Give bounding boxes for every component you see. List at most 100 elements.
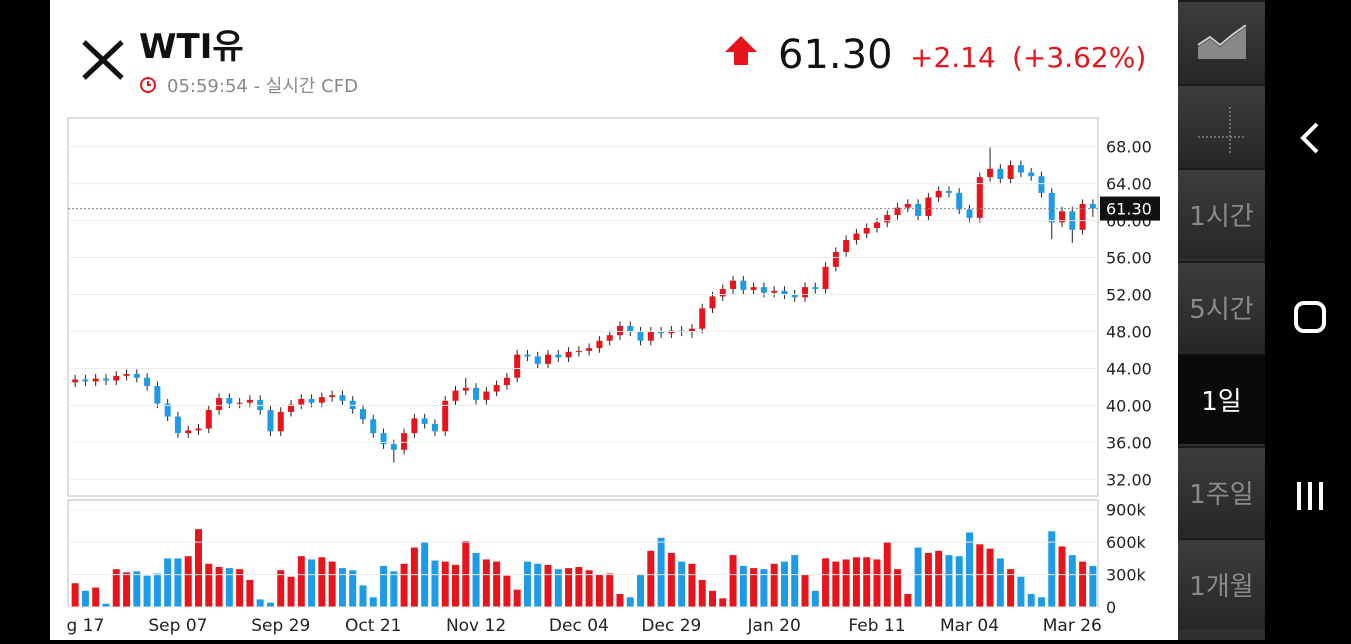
candle-body [545, 354, 552, 364]
y-tick-label: 36.00 [1106, 433, 1152, 452]
candle-body [1007, 165, 1014, 179]
timeframe-button[interactable]: 1주일 [1178, 445, 1265, 537]
volume-bar [256, 599, 264, 607]
volume-bar [780, 561, 788, 607]
timeframe-button[interactable]: 1일 [1178, 353, 1265, 444]
y-tick-label: 48.00 [1106, 322, 1152, 341]
candle-body [740, 280, 747, 290]
timeframe-button[interactable]: 5시간 [1178, 260, 1265, 352]
candle-body [359, 409, 366, 420]
volume-bar [811, 590, 819, 607]
home-button[interactable] [1294, 301, 1326, 333]
candle-body [123, 374, 130, 376]
candle-body [318, 397, 325, 403]
side-menu: 1시간 5시간 1일 1주일 1개월 [1178, 0, 1265, 640]
volume-bar [801, 574, 809, 607]
candle-body [637, 331, 644, 341]
x-tick-label: Mar 26 [1043, 616, 1102, 636]
volume-bar [1007, 569, 1015, 607]
volume-bar [565, 568, 573, 607]
volume-bar [842, 559, 850, 607]
y-tick-label: 68.00 [1106, 138, 1152, 157]
chart: WTI유 05:59:54 - 실시간 CFD 61.30 +2.14 (+3.… [67, 27, 1160, 636]
volume-bar [945, 555, 953, 607]
y-tick-label: 300k [1106, 566, 1147, 585]
volume-bar [791, 555, 799, 607]
volume-bar [287, 576, 295, 607]
close-icon[interactable] [82, 40, 124, 80]
volume-bar [308, 559, 316, 607]
candle-body [236, 402, 243, 404]
candle-body [1079, 203, 1086, 230]
candle-body [832, 252, 839, 267]
volume-bar [1079, 561, 1087, 607]
candle-body [1089, 203, 1096, 209]
candle-body [473, 387, 480, 400]
candle-body [596, 340, 603, 349]
volume-bar [472, 552, 480, 607]
candle-body [267, 410, 274, 432]
volume-bar [1017, 576, 1025, 607]
crosshair-button[interactable] [1178, 84, 1265, 168]
volume-bar [719, 598, 727, 607]
candle-body [884, 215, 891, 223]
volume-bar [102, 603, 110, 607]
candle-body [997, 168, 1004, 179]
chart-icon [1196, 25, 1247, 59]
candle-body [462, 387, 469, 391]
candle-body [616, 325, 623, 336]
volume-bar [739, 565, 747, 607]
volume-bar [338, 568, 346, 607]
volume-bar [678, 561, 686, 607]
candle-body [966, 209, 973, 218]
back-button[interactable] [1300, 122, 1319, 154]
candle-body [288, 404, 295, 412]
candle-body [709, 296, 716, 309]
candle-body [873, 222, 880, 228]
volume-bar [390, 571, 398, 607]
up-arrow [725, 36, 757, 65]
volume-bar [986, 548, 994, 607]
volume-bar [236, 569, 244, 607]
volume-bar [523, 561, 531, 607]
candle-body [863, 227, 870, 234]
candle-body [390, 444, 397, 450]
candle-body [226, 398, 233, 404]
volume-bar [431, 560, 439, 607]
chart-panel [50, 0, 1178, 640]
volume-bar [873, 559, 881, 607]
candle-body [760, 287, 767, 293]
volume-bar [637, 574, 645, 607]
candle-body [431, 423, 438, 432]
nav-bar [1265, 0, 1351, 640]
x-tick-label: Dec 04 [549, 616, 609, 636]
volume-bar [935, 550, 943, 607]
timeframe-button[interactable]: 1시간 [1178, 168, 1265, 259]
volume-bar [770, 563, 778, 607]
candle-body [72, 379, 79, 383]
candle-body [401, 433, 408, 450]
title: WTI유 [139, 27, 244, 67]
volume-bar [410, 547, 418, 607]
candle-body [298, 398, 305, 405]
volume-bar [595, 574, 603, 607]
crosshair-icon [1197, 107, 1246, 155]
volume-bar [153, 573, 161, 607]
candle-body [904, 203, 911, 208]
volume-bar [575, 567, 583, 607]
candle-body [154, 386, 161, 404]
candle-body [514, 354, 521, 378]
chart-type-button[interactable] [1178, 0, 1265, 84]
recent-button[interactable] [1297, 482, 1323, 510]
volume-bar [534, 563, 542, 607]
candle-body [411, 418, 418, 434]
candle-body [987, 168, 994, 178]
volume-bar [297, 556, 305, 607]
volume-bar [164, 558, 172, 607]
volume-bar [184, 556, 192, 607]
volume-bar [81, 590, 89, 607]
candle-body [1059, 211, 1066, 223]
volume-bar [750, 568, 758, 607]
volume-bar [400, 563, 408, 607]
timeframe-button[interactable]: 1개월 [1178, 538, 1265, 629]
